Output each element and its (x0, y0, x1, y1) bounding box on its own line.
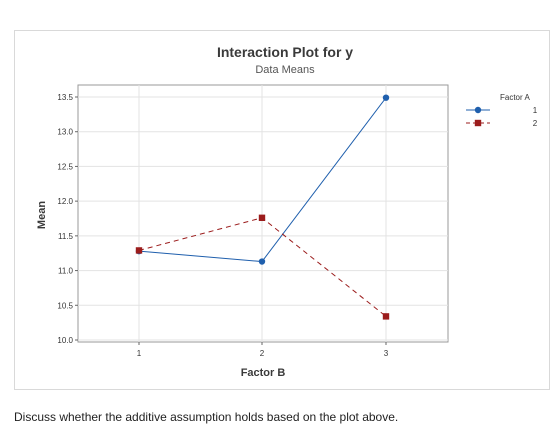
series-2-point (382, 313, 390, 320)
y-axis-title: Mean (36, 201, 48, 229)
interaction-plot: Interaction Plot for y Data Means 10.010… (36, 44, 538, 379)
grid-lines (78, 85, 448, 342)
plot-area (77, 84, 449, 343)
x-tick-label: 3 (384, 349, 389, 358)
legend-label-1: 1 (533, 106, 538, 115)
series-2-point (258, 214, 266, 222)
y-tick-label: 11.0 (58, 267, 74, 276)
series-1-point (382, 94, 390, 101)
y-tick-label: 13.0 (57, 128, 73, 137)
legend: Factor A 1 2 (466, 93, 538, 128)
x-tick-label: 1 (137, 349, 142, 358)
axis-ticks: 10.0 10.5 11.0 11.5 12.0 12.5 13.0 13.5 1 2 3 (57, 93, 388, 358)
y-tick-label: 12.0 (57, 197, 73, 206)
y-tick-label: 10.5 (57, 301, 73, 310)
chart-subtitle: Data Means (255, 64, 315, 76)
legend-title: Factor A (500, 93, 530, 102)
question-text: Discuss whether the additive assumption … (14, 410, 399, 424)
y-tick-label: 10.0 (57, 336, 73, 345)
legend-marker-1 (474, 106, 482, 114)
series-2-point (135, 247, 143, 254)
chart-title: Interaction Plot for y (217, 44, 353, 60)
series-1-point (258, 258, 266, 265)
x-axis-title: Factor B (241, 367, 286, 379)
series-layer (135, 94, 390, 320)
y-tick-label: 13.5 (57, 93, 73, 102)
legend-marker-2 (474, 119, 482, 127)
y-tick-label: 11.5 (58, 232, 74, 241)
y-tick-label: 12.5 (57, 162, 73, 171)
legend-label-2: 2 (533, 119, 538, 128)
x-tick-label: 2 (260, 349, 265, 358)
